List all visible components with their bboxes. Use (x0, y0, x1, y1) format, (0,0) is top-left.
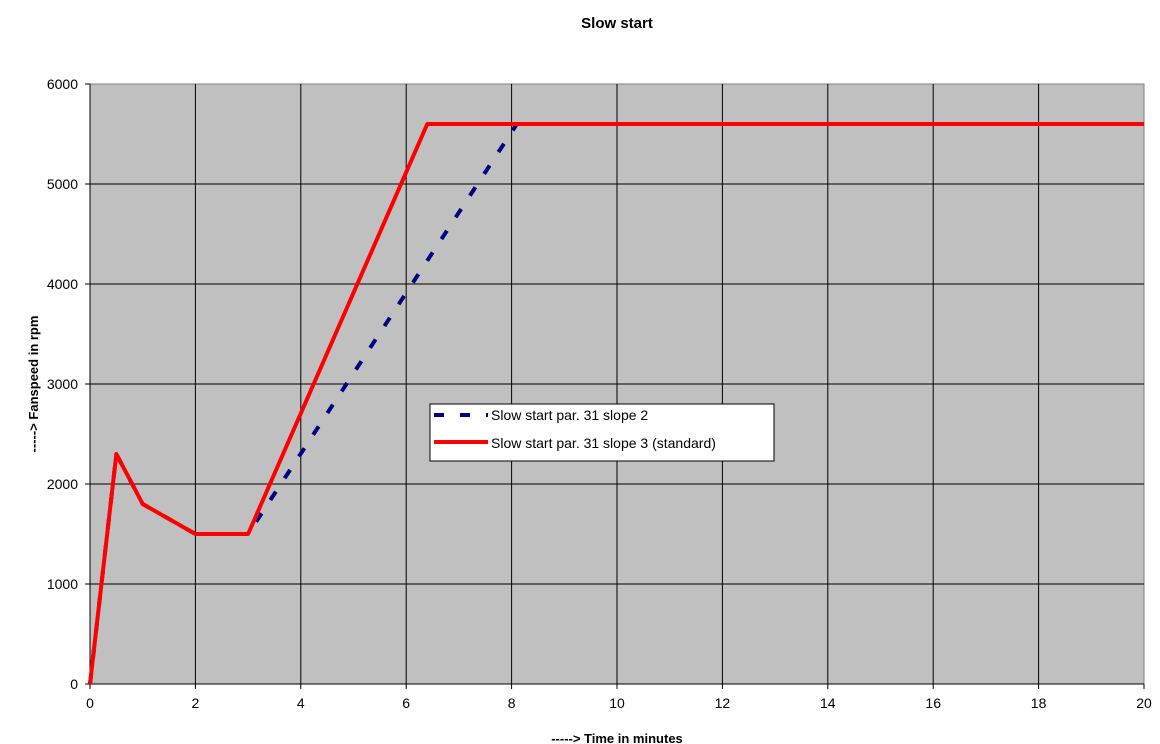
x-tick-label: 2 (192, 695, 200, 711)
y-tick-label: 0 (70, 676, 78, 692)
x-tick-label: 8 (508, 695, 516, 711)
legend: Slow start par. 31 slope 2 Slow start pa… (429, 403, 775, 462)
y-axis-ticks: 0 1000 2000 3000 4000 5000 6000 (47, 76, 90, 692)
y-tick-label: 1000 (47, 576, 78, 592)
series-layer (88, 122, 1144, 685)
y-tick-label: 5000 (47, 176, 78, 192)
x-axis-label: -----> Time in minutes (551, 731, 683, 744)
legend-label-slope-3: Slow start par. 31 slope 3 (standard) (491, 435, 716, 451)
x-tick-label: 6 (402, 695, 410, 711)
x-tick-label: 0 (86, 695, 94, 711)
x-tick-label: 16 (925, 695, 941, 711)
x-tick-label: 12 (715, 695, 731, 711)
y-tick-label: 2000 (47, 476, 78, 492)
x-axis-ticks: 0 2 4 6 8 10 12 14 16 18 20 (86, 684, 1152, 711)
x-tick-label: 4 (297, 695, 305, 711)
x-tick-label: 20 (1136, 695, 1152, 711)
y-tick-label: 6000 (47, 76, 78, 92)
series-line-1 (88, 122, 1144, 685)
chart-title: Slow start (581, 15, 653, 32)
y-tick-label: 4000 (47, 276, 78, 292)
grid (89, 84, 1144, 685)
y-axis-label: -----> Fanspeed in rpm (26, 316, 41, 453)
x-tick-label: 10 (609, 695, 625, 711)
x-tick-label: 18 (1031, 695, 1047, 711)
legend-label-slope-2: Slow start par. 31 slope 2 (491, 407, 648, 423)
x-tick-label: 14 (820, 695, 836, 711)
y-tick-label: 3000 (47, 376, 78, 392)
